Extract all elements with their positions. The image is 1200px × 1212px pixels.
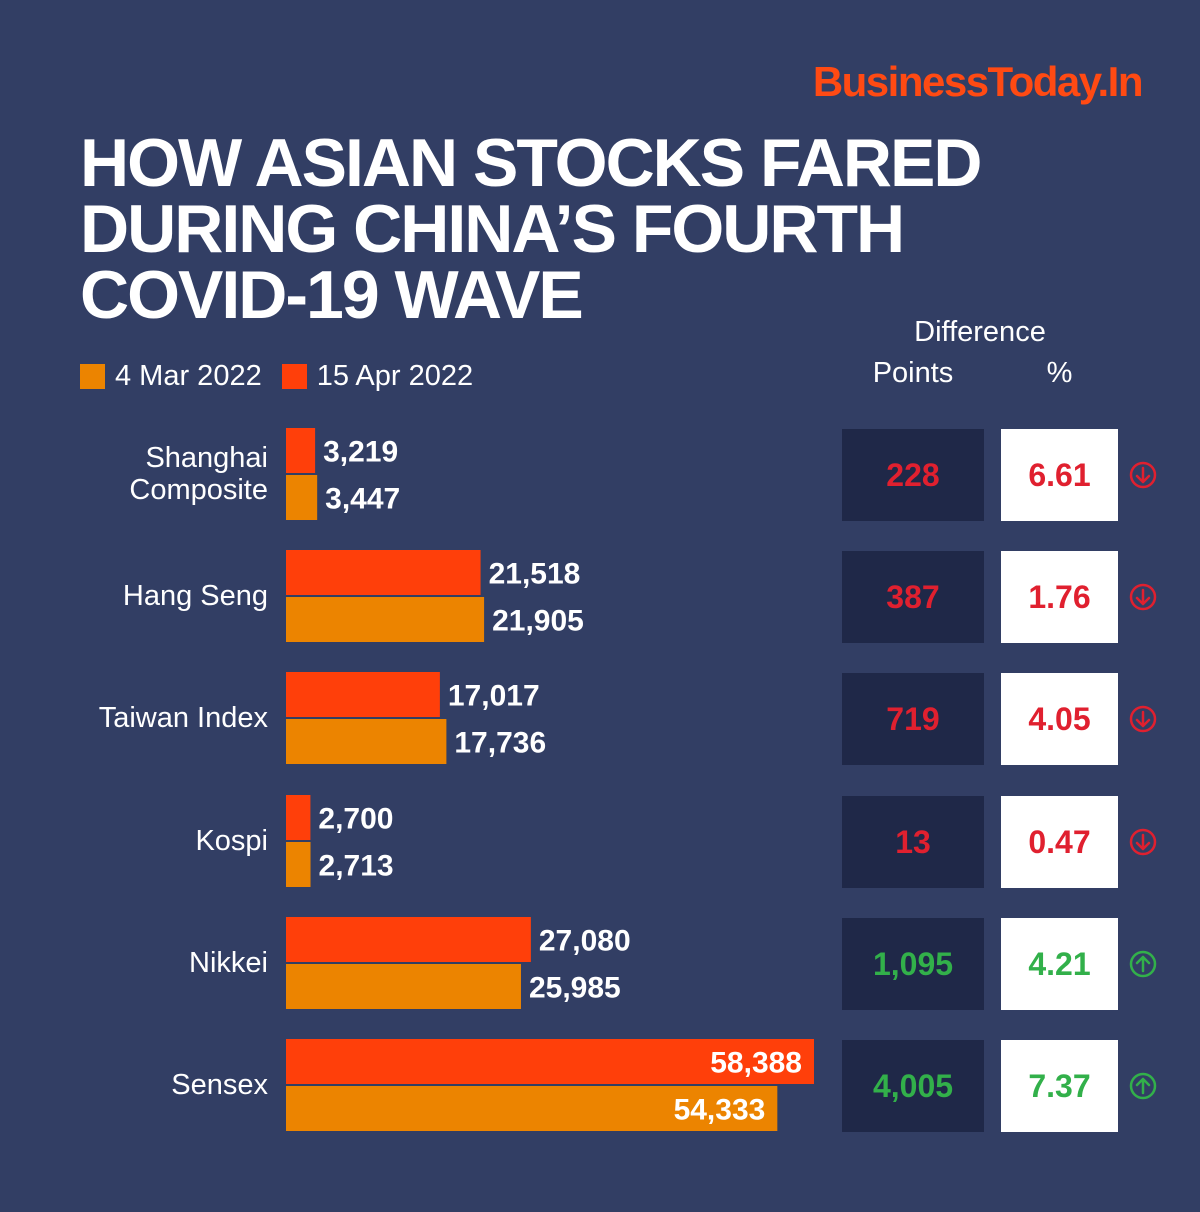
difference-points-shanghai-composite: 228 [842,429,984,521]
bar-apr-nikkei [286,917,531,962]
title-line-3: COVID-19 WAVE [80,257,584,333]
difference-points-sensex: 4,005 [842,1040,984,1132]
bar-mar-shanghai-composite [286,475,318,520]
bar-mar-sensex [286,1086,778,1131]
bar-apr-sensex [286,1039,814,1084]
value-label-mar-sensex: 54,333 [674,1094,766,1127]
category-label-nikkei: Nikkei [189,947,268,979]
bar-apr-shanghai-composite [286,428,316,473]
arrow-down-circle-icon [1129,461,1157,489]
title-line-2: DURING CHINA’S FOURTH [80,191,905,267]
arrow-up-circle-icon [1129,1072,1157,1100]
difference-points-hang-seng: 387 [842,551,984,643]
brand-logo: BusinessToday.In [812,58,1144,105]
bar-mar-kospi [286,842,311,887]
value-label-mar-taiwan-index: 17,736 [454,727,546,760]
category-label-sensex: Sensex [171,1069,268,1101]
difference-header: Difference [914,316,1046,348]
bar-apr-kospi [286,795,311,840]
arrow-down-circle-icon [1129,583,1157,611]
legend-swatch-mar [80,363,105,389]
bar-apr-taiwan-index [286,672,440,717]
points-header: Points [872,357,954,389]
legend-label-mar: 4 Mar 2022 [115,359,262,392]
category-label-taiwan-index: Taiwan Index [98,702,268,734]
bar-mar-nikkei [286,964,521,1009]
value-label-apr-taiwan-index: 17,017 [448,680,540,713]
value-label-mar-kospi: 2,713 [319,850,394,883]
value-label-mar-hang-seng: 21,905 [492,605,584,638]
arrow-up-circle-icon [1129,950,1157,978]
difference-percent-nikkei: 4.21 [1001,918,1118,1010]
legend-swatch-apr [281,363,307,389]
legend-item-apr: 15 Apr 2022 [281,359,474,393]
value-label-apr-hang-seng: 21,518 [489,558,581,591]
difference-percent-taiwan-index: 4.05 [1001,673,1118,765]
difference-percent-sensex: 7.37 [1001,1040,1118,1132]
difference-percent-shanghai-composite: 6.61 [1001,429,1118,521]
value-label-apr-nikkei: 27,080 [539,925,631,958]
value-label-mar-nikkei: 25,985 [529,972,621,1005]
arrow-down-circle-icon [1129,828,1157,856]
legend-label-apr: 15 Apr 2022 [316,359,474,392]
difference-percent-hang-seng: 1.76 [1001,551,1118,643]
difference-points-taiwan-index: 719 [842,673,984,765]
percent-header: % [1046,357,1073,389]
title-line-1: HOW ASIAN STOCKS FARED [80,125,983,201]
difference-points-kospi: 13 [842,796,984,888]
page-title: HOW ASIAN STOCKS FARED DURING CHINA’S FO… [80,125,1140,333]
arrow-down-circle-icon [1129,705,1157,733]
difference-percent-kospi: 0.47 [1001,796,1118,888]
value-label-mar-shanghai-composite: 3,447 [325,483,400,516]
category-label-shanghai-composite: Shanghai Composite [129,442,268,506]
legend: 4 Mar 2022 15 Apr 2022 [80,356,493,396]
category-label-kospi: Kospi [195,825,268,857]
difference-points-nikkei: 1,095 [842,918,984,1010]
value-label-apr-shanghai-composite: 3,219 [323,436,398,469]
legend-item-mar: 4 Mar 2022 [80,360,262,393]
bar-mar-hang-seng [286,597,485,642]
bar-mar-taiwan-index [286,719,447,764]
value-label-apr-sensex: 58,388 [710,1047,802,1080]
category-label-hang-seng: Hang Seng [122,580,268,612]
bar-apr-hang-seng [286,550,481,595]
value-label-apr-kospi: 2,700 [318,803,393,836]
